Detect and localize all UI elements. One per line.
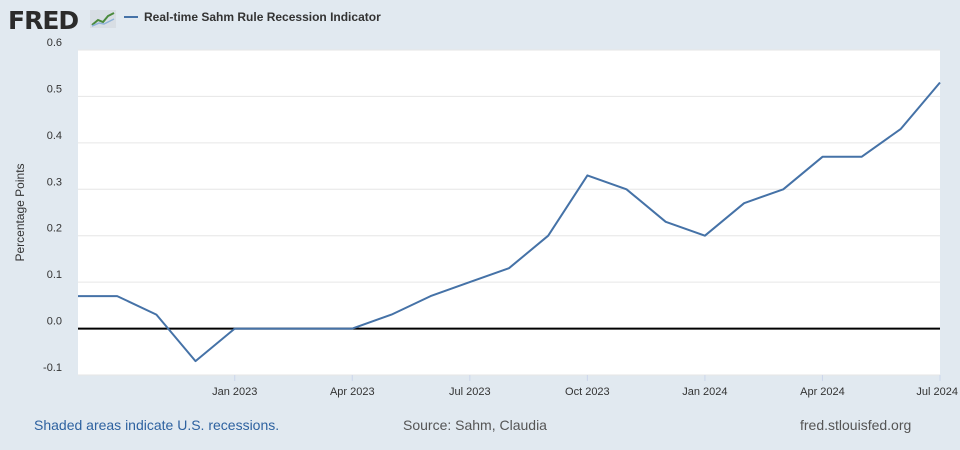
x-tick-label: Jul 2023: [449, 386, 491, 398]
recession-note-link[interactable]: Shaded areas indicate U.S. recessions.: [34, 417, 280, 433]
plot-background: [78, 50, 940, 375]
y-tick-label: 0.0: [47, 316, 62, 328]
x-tick-label: Apr 2024: [800, 386, 845, 398]
legend-label: Real-time Sahm Rule Recession Indicator: [144, 10, 381, 24]
source-text: Source: Sahm, Claudia: [403, 417, 547, 433]
y-tick-label: 0.6: [47, 37, 62, 49]
x-tick-label: Jan 2024: [682, 386, 727, 398]
chart-legend[interactable]: Real-time Sahm Rule Recession Indicator: [124, 10, 381, 24]
x-tick-label: Apr 2023: [330, 386, 375, 398]
y-axis-title: Percentage Points: [13, 163, 27, 261]
series-line-sahm-indicator[interactable]: [78, 81, 941, 363]
y-tick-label: 0.5: [47, 83, 62, 95]
chart-trend-icon: [90, 10, 116, 28]
y-tick-label: 0.4: [47, 130, 62, 142]
chart-area: -0.1 0.0 0.1 0.2 0.3 0.4 0.5 0.6 Jan 2023 Apr 20…: [13, 37, 958, 398]
y-tick-label: 0.1: [47, 269, 62, 281]
y-tick-label: 0.3: [47, 176, 62, 188]
y-tick-label: -0.1: [43, 362, 62, 374]
y-axis-ticks: -0.1 0.0 0.1 0.2 0.3 0.4 0.5 0.6: [43, 37, 62, 374]
x-axis-ticks: Jan 2023 Apr 2023 Jul 2023 Oct 2023 Jan 2024…: [212, 375, 958, 398]
site-url[interactable]: fred.stlouisfed.org: [800, 417, 912, 433]
x-tick-label: Jul 2024: [916, 386, 958, 398]
x-tick-label: Jan 2023: [212, 386, 257, 398]
legend-swatch: [124, 16, 138, 18]
y-tick-label: 0.2: [47, 223, 62, 235]
x-tick-label: Oct 2023: [565, 386, 610, 398]
chart-header: FRED Real-time Sahm Rule Recession Indic…: [0, 0, 960, 40]
fred-logo[interactable]: FRED: [8, 6, 79, 35]
